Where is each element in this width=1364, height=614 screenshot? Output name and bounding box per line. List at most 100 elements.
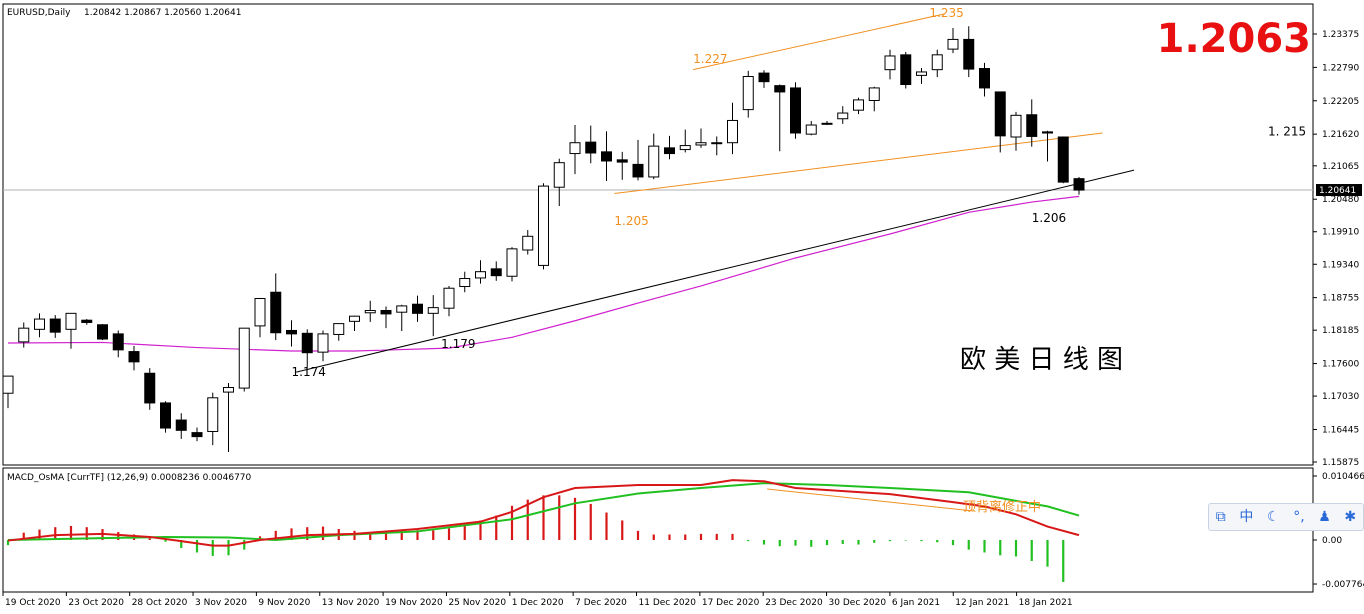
bull-candle bbox=[396, 305, 408, 313]
x-tick-label: 28 Oct 2020 bbox=[132, 598, 188, 608]
bear-candle bbox=[49, 318, 61, 333]
bull-candle bbox=[459, 278, 471, 288]
bear-candle bbox=[81, 319, 93, 323]
bear-candle bbox=[286, 329, 297, 335]
x-tick-label: 13 Nov 2020 bbox=[322, 598, 380, 608]
trendline bbox=[614, 132, 1103, 194]
bull-candle bbox=[333, 323, 345, 335]
big-price-label: 1.2063 bbox=[1157, 16, 1311, 62]
bear-candle bbox=[144, 372, 156, 404]
bear-candle bbox=[412, 303, 423, 314]
bear-candle bbox=[175, 419, 187, 431]
y-tick-label: 1.21620 bbox=[1322, 130, 1359, 140]
macd-line-red bbox=[7, 479, 1080, 547]
bear-candle bbox=[97, 324, 108, 340]
bull-candle bbox=[931, 54, 943, 71]
bull-candle bbox=[727, 119, 738, 144]
y-tick-label: 1.22205 bbox=[1322, 97, 1359, 107]
bull-candle bbox=[364, 309, 376, 314]
price-annotation: 1.205 bbox=[614, 214, 648, 228]
bull-candle bbox=[18, 327, 30, 343]
x-tick-label: 23 Dec 2020 bbox=[765, 598, 823, 608]
x-tick-label: 30 Dec 2020 bbox=[829, 598, 887, 608]
bear-candle bbox=[963, 38, 975, 70]
bull-candle bbox=[317, 333, 329, 353]
bull-candle bbox=[443, 287, 455, 309]
bear-candle bbox=[1042, 131, 1053, 134]
bear-candle bbox=[711, 142, 723, 145]
x-tick-label: 18 Jan 2021 bbox=[1019, 598, 1073, 608]
symbol-label: EURUSD,Daily bbox=[7, 8, 71, 18]
bull-candle bbox=[553, 162, 565, 188]
bull-candle bbox=[65, 312, 77, 330]
bull-candle bbox=[648, 145, 660, 178]
y-tick-label: 1.22790 bbox=[1322, 63, 1359, 73]
bull-candle bbox=[916, 71, 927, 76]
price-annotation: 1. 215 bbox=[1268, 124, 1306, 138]
x-tick-label: 9 Nov 2020 bbox=[258, 598, 310, 608]
bull-candle bbox=[2, 375, 14, 394]
ime-box-icon[interactable]: ⧉ bbox=[1215, 509, 1226, 525]
bull-candle bbox=[506, 248, 518, 277]
x-tick-label: 12 Jan 2021 bbox=[955, 598, 1009, 608]
macd-header-label: MACD_OsMA [CurrTF] (12,26,9) 0.0008236 0… bbox=[7, 473, 252, 483]
ohlc-values: 1.20842 1.20867 1.20560 1.20641 bbox=[84, 8, 241, 18]
y-tick-label: 1.17600 bbox=[1322, 360, 1359, 370]
bull-candle bbox=[947, 38, 959, 50]
bull-candle bbox=[569, 142, 581, 155]
bull-candle bbox=[805, 124, 817, 135]
price-annotation: 1.227 bbox=[693, 52, 727, 66]
bear-candle bbox=[774, 85, 786, 93]
bear-candle bbox=[191, 432, 203, 438]
main-chart-frame bbox=[2, 3, 1314, 466]
bull-candle bbox=[884, 55, 896, 71]
x-tick-label: 19 Oct 2020 bbox=[5, 598, 61, 608]
macd-y-tick-label: -0.0077644 bbox=[1322, 580, 1364, 590]
price-marker-label: 1.20641 bbox=[1319, 186, 1356, 196]
bull-candle bbox=[475, 271, 486, 279]
user-icon[interactable]: ♟ bbox=[1318, 509, 1331, 525]
bull-candle bbox=[821, 122, 833, 125]
bull-candle bbox=[695, 142, 707, 146]
y-tick-label: 1.20480 bbox=[1322, 195, 1359, 205]
bear-candle bbox=[616, 159, 628, 163]
price-annotation: 1.174 bbox=[292, 365, 326, 379]
y-tick-label: 1.16445 bbox=[1322, 425, 1359, 435]
macd-y-tick-label: 0.0104665 bbox=[1322, 472, 1364, 482]
x-tick-label: 23 Oct 2020 bbox=[68, 598, 124, 608]
moving-average-line bbox=[7, 195, 1080, 352]
y-tick-label: 1.15875 bbox=[1322, 458, 1359, 468]
bear-candle bbox=[632, 163, 644, 178]
bull-candle bbox=[34, 318, 45, 330]
price-marker-box bbox=[1316, 184, 1362, 197]
bear-candle bbox=[380, 309, 392, 315]
bear-candle bbox=[585, 141, 597, 154]
x-tick-label: 19 Nov 2020 bbox=[385, 598, 443, 608]
punctuation-icon[interactable]: °, bbox=[1293, 509, 1305, 525]
bear-candle bbox=[900, 54, 912, 86]
bull-candle bbox=[1010, 114, 1022, 138]
x-tick-label: 17 Dec 2020 bbox=[702, 598, 760, 608]
ime-lang-toggle[interactable]: 中 bbox=[1239, 509, 1254, 525]
trendline bbox=[296, 169, 1135, 373]
trendline bbox=[693, 13, 946, 71]
bull-candle bbox=[679, 145, 691, 151]
bear-candle bbox=[664, 147, 675, 155]
y-tick-label: 1.23375 bbox=[1322, 30, 1359, 40]
bear-candle bbox=[270, 291, 282, 334]
bear-candle bbox=[112, 333, 124, 351]
gear-icon[interactable]: ✱ bbox=[1344, 509, 1357, 525]
bear-candle bbox=[160, 402, 171, 429]
moon-icon[interactable]: ☾ bbox=[1267, 509, 1280, 525]
price-annotation: 1.235 bbox=[929, 6, 963, 20]
price-annotation: 1.206 bbox=[1032, 211, 1066, 225]
bear-candle bbox=[790, 87, 801, 134]
bull-candle bbox=[427, 307, 439, 314]
bull-candle bbox=[868, 87, 880, 101]
bear-candle bbox=[1057, 136, 1069, 183]
y-tick-label: 1.21065 bbox=[1322, 162, 1359, 172]
x-tick-label: 11 Dec 2020 bbox=[639, 598, 697, 608]
y-tick-label: 1.19910 bbox=[1322, 228, 1359, 238]
macd-frame bbox=[2, 467, 1314, 593]
